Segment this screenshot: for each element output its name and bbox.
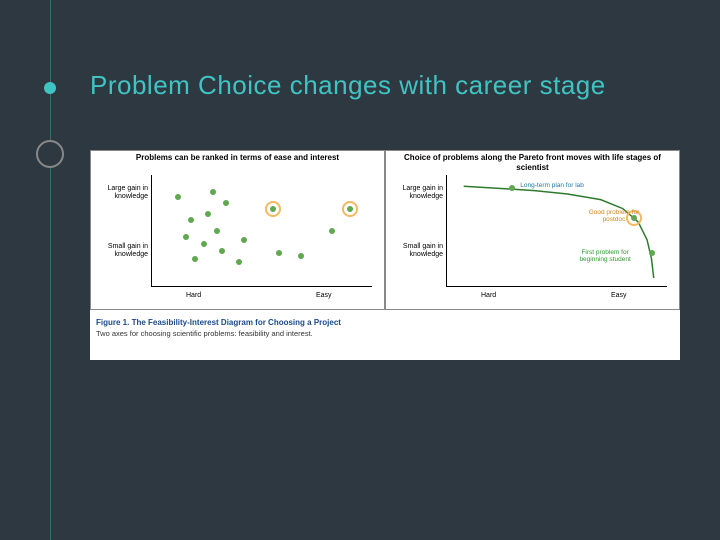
- figure-panel: Problems can be ranked in terms of ease …: [90, 150, 680, 360]
- scatter-point: [219, 248, 225, 254]
- left-ylabel-low: Small gain in knowledge: [93, 243, 148, 258]
- right-chart: Choice of problems along the Pareto fron…: [385, 150, 680, 310]
- left-plot-area: [151, 175, 372, 287]
- left-ylabel-high: Large gain in knowledge: [93, 185, 148, 200]
- chart-annotation: Long-term plan for lab: [517, 182, 587, 189]
- caption-title: Figure 1. The Feasibility-Interest Diagr…: [96, 318, 674, 327]
- right-xlabel-hard: Hard: [481, 292, 496, 299]
- timeline-dot-hollow: [36, 140, 64, 168]
- scatter-point: [270, 206, 276, 212]
- scatter-point: [188, 217, 194, 223]
- curve-marker: [649, 250, 655, 256]
- scatter-point: [241, 237, 247, 243]
- scatter-point: [347, 206, 353, 212]
- scatter-point: [175, 194, 181, 200]
- scatter-point: [201, 241, 207, 247]
- right-xlabel-easy: Easy: [611, 292, 627, 299]
- scatter-point: [298, 253, 304, 259]
- left-chart: Problems can be ranked in terms of ease …: [90, 150, 385, 310]
- left-chart-title: Problems can be ranked in terms of ease …: [91, 153, 384, 163]
- scatter-point: [210, 189, 216, 195]
- charts-row: Problems can be ranked in terms of ease …: [90, 150, 680, 310]
- timeline-dot-filled: [44, 82, 56, 94]
- right-plot-area: Long-term plan for lab Good problem for p…: [446, 175, 667, 287]
- caption-sub: Two axes for choosing scientific problem…: [96, 329, 674, 338]
- left-xlabel-hard: Hard: [186, 292, 201, 299]
- scatter-point: [276, 250, 282, 256]
- pareto-curve: [446, 175, 667, 287]
- scatter-point: [329, 228, 335, 234]
- right-chart-title: Choice of problems along the Pareto fron…: [386, 153, 679, 172]
- chart-annotation: First problem for beginning student: [570, 249, 640, 263]
- scatter-point: [236, 259, 242, 265]
- right-ylabel-high: Large gain in knowledge: [388, 185, 443, 200]
- chart-annotation: Good problem for postdoc: [579, 209, 649, 223]
- curve-marker: [509, 185, 515, 191]
- scatter-point: [214, 228, 220, 234]
- scatter-point: [192, 256, 198, 262]
- scatter-point: [223, 200, 229, 206]
- figure-caption: Figure 1. The Feasibility-Interest Diagr…: [90, 310, 680, 342]
- scatter-point: [183, 234, 189, 240]
- timeline-line: [50, 0, 51, 540]
- scatter-point: [205, 211, 211, 217]
- right-ylabel-low: Small gain in knowledge: [388, 243, 443, 258]
- left-xlabel-easy: Easy: [316, 292, 332, 299]
- slide-title: Problem Choice changes with career stage: [90, 70, 606, 101]
